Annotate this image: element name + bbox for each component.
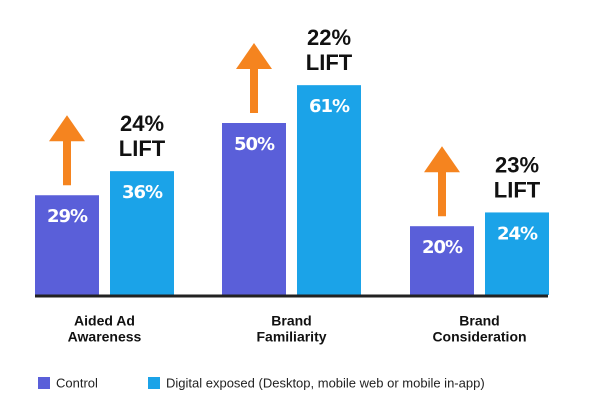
legend-label: Control	[56, 375, 98, 390]
value-label: 50%	[234, 134, 275, 155]
value-label: 36%	[122, 182, 163, 203]
arrow-head	[424, 146, 460, 173]
bar	[410, 226, 474, 295]
legend-swatch	[38, 377, 50, 389]
value-label: 24%	[497, 223, 538, 244]
legend-swatch	[148, 377, 160, 389]
x-tick-label: Brand	[271, 313, 311, 329]
legend-label: Digital exposed (Desktop, mobile web or …	[166, 375, 485, 390]
value-label: 61%	[309, 96, 350, 117]
lift-annotation: LIFT	[119, 136, 166, 161]
lift-annotation: 24%	[120, 111, 164, 136]
lift-annotation: LIFT	[494, 177, 541, 202]
x-tick-label: Brand	[459, 313, 499, 329]
bar	[222, 123, 286, 295]
value-label: 29%	[47, 206, 88, 227]
bar	[485, 212, 549, 295]
x-tick-label: Aided Ad	[74, 313, 135, 329]
bar	[110, 171, 174, 295]
arrow-head	[49, 115, 85, 142]
lift-annotation: 23%	[495, 152, 539, 177]
x-tick-label: Familiarity	[256, 329, 326, 345]
value-label: 20%	[422, 237, 463, 258]
lift-annotation: 22%	[307, 25, 351, 50]
bar	[297, 85, 361, 295]
x-tick-label: Awareness	[68, 329, 142, 345]
bar	[35, 195, 99, 295]
arrow-head	[236, 43, 272, 69]
lift-annotation: LIFT	[306, 50, 353, 75]
x-tick-label: Consideration	[432, 329, 526, 345]
